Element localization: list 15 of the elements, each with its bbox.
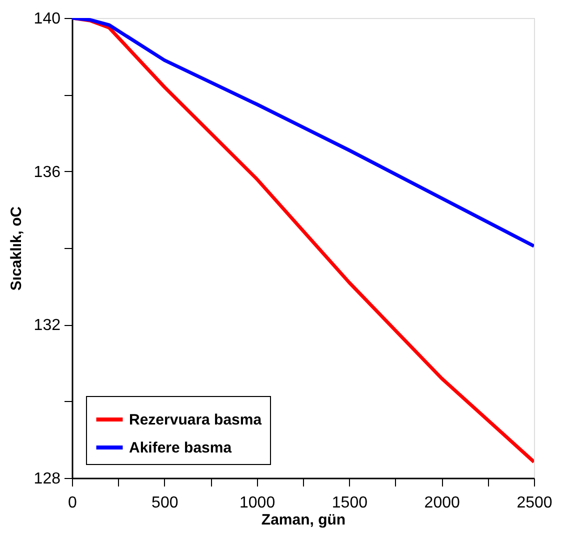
x-tick-label: 2500 xyxy=(516,494,552,512)
y-axis-title: Sıcaklık, oC xyxy=(8,206,25,291)
x-tick-label: 1500 xyxy=(332,494,368,512)
line-series xyxy=(72,18,534,248)
y-tick-label: 140 xyxy=(34,10,61,28)
y-tick-label: 128 xyxy=(34,470,61,488)
y-tick-label: 136 xyxy=(34,164,61,181)
x-tick-label: 500 xyxy=(152,494,178,512)
legend-label: Akifere basma xyxy=(129,440,232,456)
x-axis-title: Zaman, gün xyxy=(261,512,346,528)
y-tick-label: 132 xyxy=(34,317,61,334)
x-tick-label: 1000 xyxy=(240,494,276,512)
x-tick-label: 0 xyxy=(68,494,78,512)
legend-label: Rezervuara basma xyxy=(129,412,262,428)
x-tick-label: 2000 xyxy=(424,494,460,512)
